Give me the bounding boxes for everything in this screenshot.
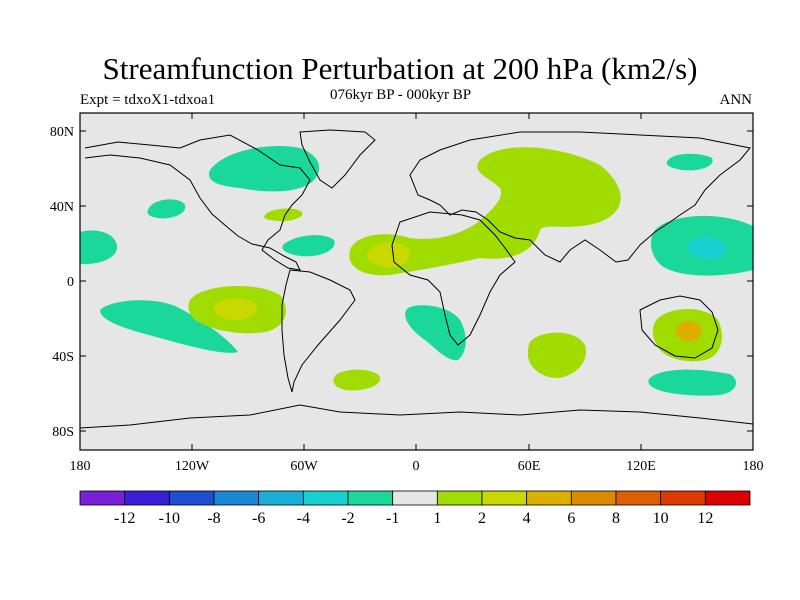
colorbar-label: 2 xyxy=(478,510,486,527)
colorbar-label: 10 xyxy=(653,510,669,527)
colorbar-swatch xyxy=(258,490,304,506)
chart-title: Streamfunction Perturbation at 200 hPa (… xyxy=(102,51,698,86)
lat-label-80n: 80N xyxy=(50,125,74,140)
colorbar-swatch xyxy=(302,490,349,506)
colorbar-swatch xyxy=(347,490,394,506)
coast-south-america xyxy=(281,269,356,393)
coast-australia xyxy=(639,295,719,359)
colorbar-label: 1 xyxy=(433,510,441,527)
colorbar-swatch xyxy=(570,490,617,506)
colorbar-label: -4 xyxy=(297,510,310,527)
lat-label-40n: 40N xyxy=(50,200,74,215)
colorbar-swatch xyxy=(660,490,706,506)
colorbar-swatch xyxy=(615,490,662,506)
colorbar-label: 12 xyxy=(697,510,713,527)
lat-label-80s: 80S xyxy=(52,425,74,440)
coast-antarctica xyxy=(79,404,754,429)
colorbar-swatch xyxy=(213,490,260,506)
colorbar-label: -10 xyxy=(159,510,180,527)
colorbar-label: -12 xyxy=(114,510,135,527)
negative-region-caribbean xyxy=(282,235,335,257)
coast-africa xyxy=(391,211,516,346)
lon-label-60e: 60E xyxy=(518,459,541,474)
colorbar-labels: -12 -10 -8 -6 -4 -2 -1 1 2 4 6 8 10 12 xyxy=(114,510,713,527)
colorbar-swatch xyxy=(168,490,215,506)
positive-region-indian-ocean xyxy=(528,332,586,378)
negative-core-wpacific xyxy=(688,236,727,260)
coast-north-america xyxy=(84,134,311,271)
contour-fills xyxy=(80,146,753,396)
colorbar-label: -1 xyxy=(386,510,399,527)
negative-region-npacific-east xyxy=(666,153,713,171)
lon-label-180e: 180 xyxy=(743,459,764,474)
lon-label-180w: 180 xyxy=(70,459,91,474)
map-background xyxy=(80,113,753,450)
season-label: ANN xyxy=(719,92,753,108)
coast-greenland xyxy=(299,129,376,189)
lon-label-0: 0 xyxy=(413,459,420,474)
colorbar-label: 4 xyxy=(523,510,531,527)
colorbar-label: -8 xyxy=(207,510,220,527)
negative-region-satlantic xyxy=(405,305,466,361)
positive-region-satlantic-small xyxy=(333,369,381,391)
lat-label-40s: 40S xyxy=(52,350,74,365)
positive-region-atlantic-small xyxy=(264,208,303,222)
colorbar-swatch xyxy=(436,490,483,506)
lon-label-120w: 120W xyxy=(175,459,210,474)
coast-europe-asia xyxy=(409,131,751,263)
lon-labels: 180 120W 60W 0 60E 120E 180 xyxy=(70,459,764,474)
colorbar-swatch xyxy=(124,490,170,506)
colorbar-label: -2 xyxy=(341,510,354,527)
colorbar-swatch xyxy=(392,490,438,506)
negative-region-tasman xyxy=(648,369,736,396)
colorbar-swatch xyxy=(526,490,572,506)
colorbar-label: -6 xyxy=(252,510,265,527)
coastlines xyxy=(79,129,754,429)
colorbar-label: 8 xyxy=(612,510,620,527)
period-label: 076kyr BP - 000kyr BP xyxy=(330,87,472,103)
negative-region-npacific xyxy=(147,199,186,219)
positive-core-australia xyxy=(675,320,702,342)
lon-axis xyxy=(191,113,642,450)
lon-label-120e: 120E xyxy=(626,459,656,474)
positive-core-africa xyxy=(367,241,411,268)
colorbar-swatch xyxy=(79,490,126,506)
lon-label-60w: 60W xyxy=(290,459,318,474)
lat-axis xyxy=(80,130,753,432)
colorbar-swatch xyxy=(704,490,751,506)
positive-region-eurasia xyxy=(349,147,621,276)
colorbar-swatch xyxy=(481,490,528,506)
lat-label-0: 0 xyxy=(67,275,74,290)
negative-region-greenland xyxy=(209,146,320,192)
experiment-label: Expt = tdxoX1-tdxoa1 xyxy=(80,92,216,108)
negative-region-spacific xyxy=(100,300,238,353)
colorbar-label: 6 xyxy=(567,510,575,527)
lat-labels: 80N 40N 0 40S 80S xyxy=(50,125,74,440)
colorbar xyxy=(79,490,751,506)
positive-core-south-america xyxy=(214,298,257,321)
negative-region-epacific xyxy=(80,230,118,265)
